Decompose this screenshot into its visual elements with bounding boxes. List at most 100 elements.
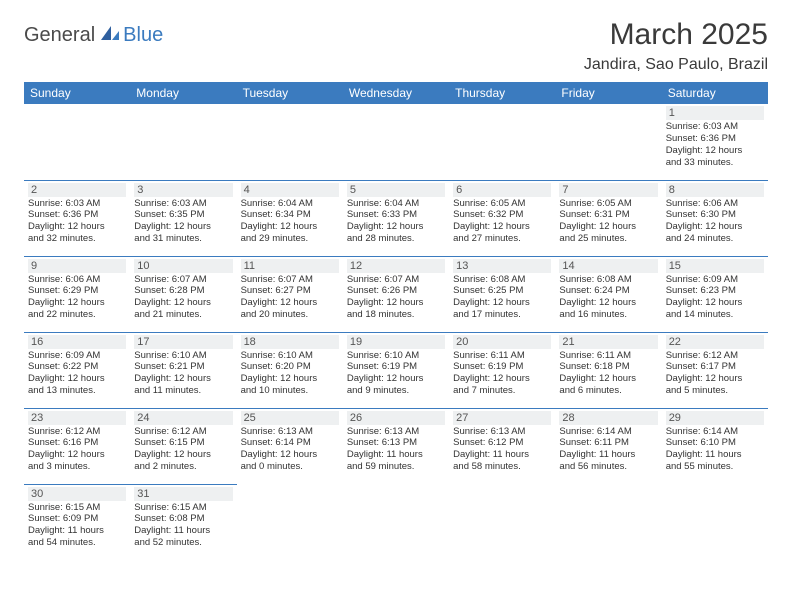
sunrise-text: Sunrise: 6:10 AM xyxy=(347,350,445,362)
daylight-text: and 0 minutes. xyxy=(241,461,339,473)
calendar-row: 23Sunrise: 6:12 AMSunset: 6:16 PMDayligh… xyxy=(24,408,768,484)
sunrise-text: Sunrise: 6:10 AM xyxy=(134,350,232,362)
daylight-text: and 25 minutes. xyxy=(559,233,657,245)
daylight-text: Daylight: 12 hours xyxy=(28,373,126,385)
calendar-cell: 1Sunrise: 6:03 AMSunset: 6:36 PMDaylight… xyxy=(662,104,768,180)
daylight-text: Daylight: 12 hours xyxy=(134,449,232,461)
sunset-text: Sunset: 6:20 PM xyxy=(241,361,339,373)
day-number: 20 xyxy=(453,335,551,349)
calendar-cell: 6Sunrise: 6:05 AMSunset: 6:32 PMDaylight… xyxy=(449,180,555,256)
calendar-cell: 8Sunrise: 6:06 AMSunset: 6:30 PMDaylight… xyxy=(662,180,768,256)
daylight-text: Daylight: 12 hours xyxy=(666,297,764,309)
calendar-cell-empty xyxy=(449,104,555,180)
daylight-text: and 2 minutes. xyxy=(134,461,232,473)
daylight-text: Daylight: 12 hours xyxy=(241,221,339,233)
sunrise-text: Sunrise: 6:09 AM xyxy=(28,350,126,362)
sunset-text: Sunset: 6:17 PM xyxy=(666,361,764,373)
sunset-text: Sunset: 6:27 PM xyxy=(241,285,339,297)
day-number: 24 xyxy=(134,411,232,425)
sunset-text: Sunset: 6:11 PM xyxy=(559,437,657,449)
logo: General Blue xyxy=(24,24,163,47)
calendar-table: SundayMondayTuesdayWednesdayThursdayFrid… xyxy=(24,82,768,560)
calendar-header-row: SundayMondayTuesdayWednesdayThursdayFrid… xyxy=(24,82,768,104)
daylight-text: and 7 minutes. xyxy=(453,385,551,397)
daylight-text: Daylight: 11 hours xyxy=(559,449,657,461)
sunrise-text: Sunrise: 6:04 AM xyxy=(347,198,445,210)
day-number: 22 xyxy=(666,335,764,349)
daylight-text: Daylight: 11 hours xyxy=(453,449,551,461)
calendar-cell: 3Sunrise: 6:03 AMSunset: 6:35 PMDaylight… xyxy=(130,180,236,256)
calendar-cell: 17Sunrise: 6:10 AMSunset: 6:21 PMDayligh… xyxy=(130,332,236,408)
weekday-header: Monday xyxy=(130,82,236,104)
calendar-cell: 21Sunrise: 6:11 AMSunset: 6:18 PMDayligh… xyxy=(555,332,661,408)
sunset-text: Sunset: 6:15 PM xyxy=(134,437,232,449)
sunrise-text: Sunrise: 6:13 AM xyxy=(347,426,445,438)
day-number: 9 xyxy=(28,259,126,273)
daylight-text: and 59 minutes. xyxy=(347,461,445,473)
calendar-cell: 9Sunrise: 6:06 AMSunset: 6:29 PMDaylight… xyxy=(24,256,130,332)
sunset-text: Sunset: 6:22 PM xyxy=(28,361,126,373)
daylight-text: Daylight: 11 hours xyxy=(347,449,445,461)
daylight-text: Daylight: 12 hours xyxy=(241,297,339,309)
sunrise-text: Sunrise: 6:15 AM xyxy=(134,502,232,514)
sunrise-text: Sunrise: 6:14 AM xyxy=(666,426,764,438)
sunrise-text: Sunrise: 6:13 AM xyxy=(453,426,551,438)
day-number: 16 xyxy=(28,335,126,349)
daylight-text: Daylight: 12 hours xyxy=(347,221,445,233)
calendar-row: 16Sunrise: 6:09 AMSunset: 6:22 PMDayligh… xyxy=(24,332,768,408)
daylight-text: and 22 minutes. xyxy=(28,309,126,321)
calendar-cell-empty xyxy=(24,104,130,180)
sunset-text: Sunset: 6:33 PM xyxy=(347,209,445,221)
sunset-text: Sunset: 6:36 PM xyxy=(28,209,126,221)
sunset-text: Sunset: 6:12 PM xyxy=(453,437,551,449)
daylight-text: and 31 minutes. xyxy=(134,233,232,245)
daylight-text: and 17 minutes. xyxy=(453,309,551,321)
day-number: 1 xyxy=(666,106,764,120)
daylight-text: Daylight: 12 hours xyxy=(453,221,551,233)
calendar-cell: 23Sunrise: 6:12 AMSunset: 6:16 PMDayligh… xyxy=(24,408,130,484)
sunrise-text: Sunrise: 6:03 AM xyxy=(28,198,126,210)
sunrise-text: Sunrise: 6:11 AM xyxy=(453,350,551,362)
sunset-text: Sunset: 6:34 PM xyxy=(241,209,339,221)
sunrise-text: Sunrise: 6:12 AM xyxy=(28,426,126,438)
calendar-cell-empty xyxy=(237,104,343,180)
sunset-text: Sunset: 6:28 PM xyxy=(134,285,232,297)
sunrise-text: Sunrise: 6:07 AM xyxy=(134,274,232,286)
sunrise-text: Sunrise: 6:06 AM xyxy=(666,198,764,210)
calendar-cell-empty xyxy=(343,104,449,180)
sunset-text: Sunset: 6:08 PM xyxy=(134,513,232,525)
daylight-text: Daylight: 12 hours xyxy=(28,297,126,309)
sunset-text: Sunset: 6:35 PM xyxy=(134,209,232,221)
calendar-cell: 13Sunrise: 6:08 AMSunset: 6:25 PMDayligh… xyxy=(449,256,555,332)
sunrise-text: Sunrise: 6:04 AM xyxy=(241,198,339,210)
day-number: 30 xyxy=(28,487,126,501)
calendar-cell: 25Sunrise: 6:13 AMSunset: 6:14 PMDayligh… xyxy=(237,408,343,484)
calendar-cell-empty xyxy=(449,484,555,560)
sunrise-text: Sunrise: 6:14 AM xyxy=(559,426,657,438)
daylight-text: Daylight: 12 hours xyxy=(347,373,445,385)
title-block: March 2025 Jandira, Sao Paulo, Brazil xyxy=(584,18,768,74)
daylight-text: and 24 minutes. xyxy=(666,233,764,245)
calendar-row: 1Sunrise: 6:03 AMSunset: 6:36 PMDaylight… xyxy=(24,104,768,180)
sunset-text: Sunset: 6:19 PM xyxy=(453,361,551,373)
day-number: 3 xyxy=(134,183,232,197)
calendar-cell: 16Sunrise: 6:09 AMSunset: 6:22 PMDayligh… xyxy=(24,332,130,408)
sunset-text: Sunset: 6:24 PM xyxy=(559,285,657,297)
day-number: 19 xyxy=(347,335,445,349)
weekday-header: Friday xyxy=(555,82,661,104)
calendar-cell: 11Sunrise: 6:07 AMSunset: 6:27 PMDayligh… xyxy=(237,256,343,332)
calendar-cell: 22Sunrise: 6:12 AMSunset: 6:17 PMDayligh… xyxy=(662,332,768,408)
weekday-header: Wednesday xyxy=(343,82,449,104)
calendar-cell: 30Sunrise: 6:15 AMSunset: 6:09 PMDayligh… xyxy=(24,484,130,560)
calendar-cell: 10Sunrise: 6:07 AMSunset: 6:28 PMDayligh… xyxy=(130,256,236,332)
daylight-text: Daylight: 12 hours xyxy=(453,373,551,385)
day-number: 27 xyxy=(453,411,551,425)
day-number: 13 xyxy=(453,259,551,273)
day-number: 17 xyxy=(134,335,232,349)
daylight-text: Daylight: 12 hours xyxy=(453,297,551,309)
daylight-text: Daylight: 11 hours xyxy=(28,525,126,537)
calendar-cell-empty xyxy=(662,484,768,560)
daylight-text: Daylight: 12 hours xyxy=(241,449,339,461)
sail-icon xyxy=(99,24,121,47)
sunset-text: Sunset: 6:09 PM xyxy=(28,513,126,525)
